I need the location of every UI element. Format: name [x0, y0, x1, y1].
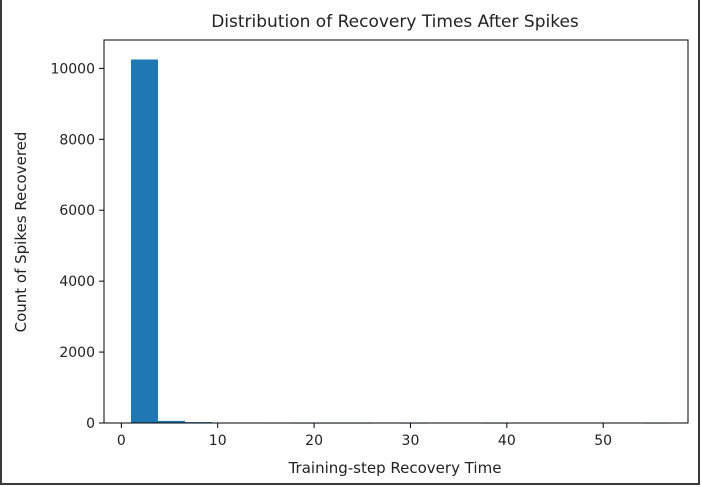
histogram-bars: [130, 59, 671, 424]
x-axis-ticks: 0 10 20 30 40 50: [117, 423, 612, 449]
chart-title: Distribution of Recovery Times After Spi…: [211, 12, 579, 32]
x-tick-label: 50: [594, 433, 612, 449]
y-tick-label: 10000: [50, 61, 95, 77]
x-tick-label: 10: [209, 433, 227, 449]
y-tick-label: 4000: [59, 274, 95, 290]
histogram-bar: [130, 59, 158, 423]
histogram-bar: [157, 420, 185, 423]
x-tick-label: 30: [402, 433, 420, 449]
x-tick-label: 0: [117, 433, 126, 449]
y-tick-label: 0: [86, 416, 95, 432]
y-tick-label: 2000: [59, 345, 95, 361]
x-tick-label: 20: [305, 433, 323, 449]
plot-area-frame: [103, 39, 689, 424]
x-tick-label: 40: [498, 433, 516, 449]
y-tick-label: 8000: [59, 132, 95, 148]
x-axis-label: Training-step Recovery Time: [288, 459, 502, 477]
y-tick-label: 6000: [59, 203, 95, 219]
y-axis-label: Count of Spikes Recovered: [12, 132, 30, 333]
y-axis-ticks: 0 2000 4000 6000 8000 10000: [50, 61, 104, 432]
